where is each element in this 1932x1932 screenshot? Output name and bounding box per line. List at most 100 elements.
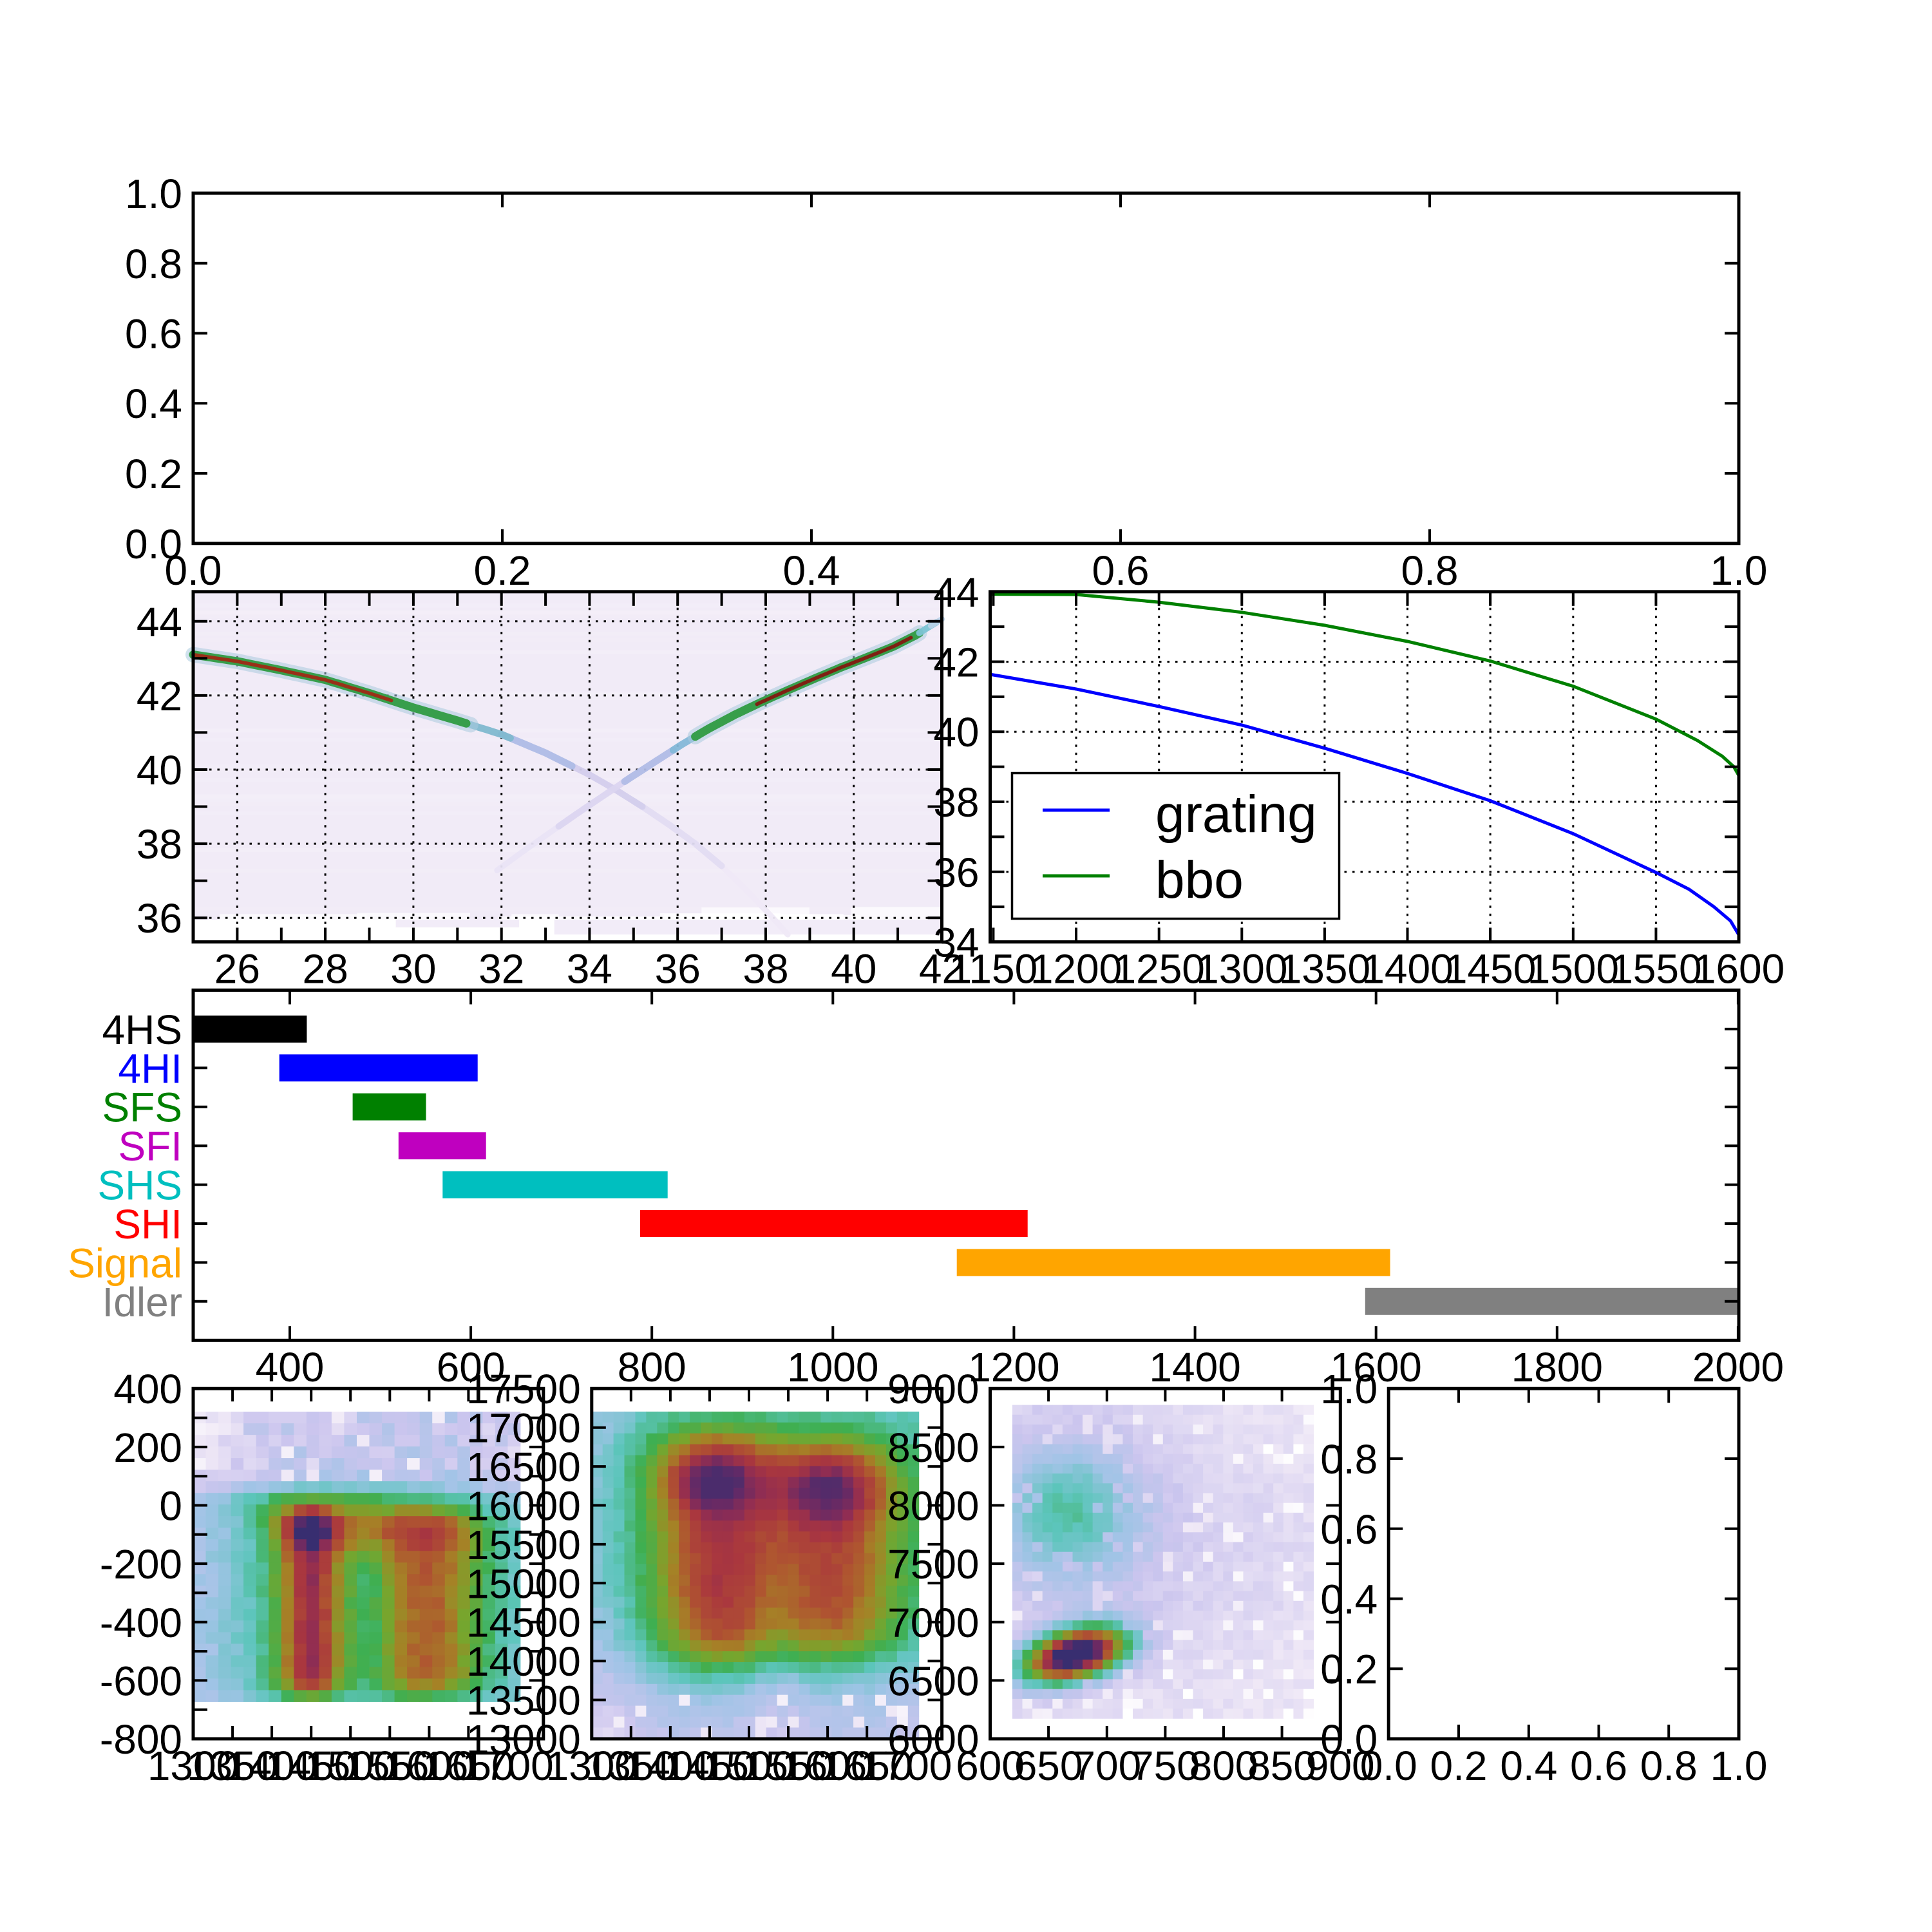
svg-text:40: 40: [933, 709, 979, 755]
svg-text:1350: 1350: [187, 1743, 278, 1789]
svg-text:26: 26: [214, 946, 260, 992]
svg-text:0.2: 0.2: [1320, 1646, 1378, 1692]
svg-text:1350: 1350: [1279, 946, 1370, 992]
svg-text:0.4: 0.4: [125, 381, 182, 427]
svg-text:13500: 13500: [466, 1678, 581, 1724]
svg-text:400: 400: [256, 1344, 325, 1390]
svg-text:1.0: 1.0: [1710, 547, 1768, 594]
svg-text:650: 650: [1014, 1743, 1083, 1789]
svg-text:1300: 1300: [147, 1743, 239, 1789]
svg-text:1000: 1000: [787, 1344, 878, 1390]
svg-text:28: 28: [303, 946, 348, 992]
svg-text:1650: 1650: [422, 1743, 514, 1789]
svg-text:36: 36: [933, 849, 979, 896]
svg-text:0.2: 0.2: [1430, 1743, 1488, 1789]
svg-text:7000: 7000: [887, 1600, 979, 1646]
svg-text:1500: 1500: [305, 1743, 396, 1789]
svg-text:42: 42: [933, 639, 979, 686]
svg-text:SFI: SFI: [118, 1123, 182, 1170]
svg-text:14500: 14500: [466, 1600, 581, 1646]
svg-text:0.0: 0.0: [125, 521, 182, 567]
svg-text:0.8: 0.8: [1320, 1436, 1378, 1482]
svg-text:0.4: 0.4: [1500, 1743, 1557, 1789]
svg-text:1400: 1400: [1149, 1344, 1240, 1390]
svg-text:0.0: 0.0: [1360, 1743, 1417, 1789]
svg-text:-400: -400: [100, 1600, 182, 1646]
svg-text:1.0: 1.0: [1320, 1366, 1378, 1412]
svg-text:38: 38: [137, 821, 182, 867]
svg-text:-600: -600: [100, 1658, 182, 1704]
svg-text:8000: 8000: [887, 1483, 979, 1530]
svg-text:17000: 17000: [466, 1405, 581, 1452]
svg-text:1400: 1400: [1361, 946, 1453, 992]
svg-text:grating: grating: [1155, 785, 1317, 844]
svg-text:44: 44: [933, 569, 979, 616]
svg-text:34: 34: [933, 920, 979, 966]
svg-text:0.6: 0.6: [1570, 1743, 1627, 1789]
svg-text:1700: 1700: [860, 1743, 952, 1789]
svg-text:400: 400: [113, 1366, 182, 1412]
svg-text:0.4: 0.4: [1320, 1577, 1378, 1623]
svg-text:800: 800: [1189, 1743, 1258, 1789]
svg-text:7500: 7500: [887, 1541, 979, 1587]
svg-text:bbo: bbo: [1155, 851, 1244, 909]
svg-text:1550: 1550: [743, 1743, 834, 1789]
svg-text:1500: 1500: [703, 1743, 795, 1789]
svg-text:36: 36: [655, 946, 701, 992]
svg-text:SFS: SFS: [102, 1084, 182, 1131]
svg-text:38: 38: [933, 779, 979, 826]
svg-text:13000: 13000: [466, 1716, 581, 1763]
svg-text:15000: 15000: [466, 1560, 581, 1607]
svg-text:1400: 1400: [625, 1743, 716, 1789]
svg-text:17500: 17500: [466, 1366, 581, 1412]
svg-text:1300: 1300: [546, 1743, 638, 1789]
svg-text:0.8: 0.8: [125, 241, 182, 287]
svg-text:34: 34: [567, 946, 612, 992]
svg-text:0.4: 0.4: [783, 547, 840, 594]
svg-text:750: 750: [1131, 1743, 1200, 1789]
svg-text:-200: -200: [100, 1541, 182, 1587]
svg-text:1450: 1450: [664, 1743, 755, 1789]
svg-text:32: 32: [478, 946, 524, 992]
svg-text:600: 600: [437, 1344, 506, 1390]
svg-text:0.0: 0.0: [1320, 1716, 1378, 1763]
svg-text:1150: 1150: [949, 946, 1038, 992]
svg-text:0.2: 0.2: [125, 451, 182, 497]
svg-text:1600: 1600: [383, 1743, 475, 1789]
svg-text:1350: 1350: [585, 1743, 677, 1789]
svg-text:14000: 14000: [466, 1638, 581, 1685]
svg-text:1.0: 1.0: [1710, 1743, 1768, 1789]
svg-text:0.8: 0.8: [1640, 1743, 1698, 1789]
svg-text:Signal: Signal: [68, 1240, 182, 1286]
svg-text:16000: 16000: [466, 1483, 581, 1530]
svg-text:900: 900: [1306, 1743, 1375, 1789]
svg-text:4HI: 4HI: [118, 1045, 182, 1092]
svg-text:0.6: 0.6: [1320, 1506, 1378, 1553]
svg-text:1600: 1600: [1331, 1344, 1422, 1390]
svg-text:40: 40: [831, 946, 876, 992]
svg-text:30: 30: [390, 946, 436, 992]
svg-text:600: 600: [956, 1743, 1025, 1789]
svg-text:SHI: SHI: [113, 1201, 182, 1247]
svg-text:1600: 1600: [782, 1743, 873, 1789]
svg-text:1550: 1550: [1610, 946, 1701, 992]
svg-text:1450: 1450: [1444, 946, 1536, 992]
svg-text:1250: 1250: [1113, 946, 1205, 992]
svg-text:700: 700: [1072, 1743, 1141, 1789]
svg-text:850: 850: [1247, 1743, 1316, 1789]
svg-text:0.2: 0.2: [474, 547, 531, 594]
svg-text:4HS: 4HS: [102, 1007, 183, 1053]
svg-text:SHS: SHS: [97, 1162, 182, 1209]
svg-text:1.0: 1.0: [125, 171, 182, 217]
svg-text:0.0: 0.0: [165, 547, 222, 594]
svg-text:1400: 1400: [226, 1743, 317, 1789]
svg-text:36: 36: [137, 895, 182, 942]
svg-text:44: 44: [137, 599, 182, 645]
svg-text:0: 0: [159, 1483, 182, 1530]
svg-text:0.6: 0.6: [125, 311, 182, 357]
svg-text:200: 200: [113, 1425, 182, 1471]
svg-text:1650: 1650: [821, 1743, 913, 1789]
svg-text:1600: 1600: [1693, 946, 1785, 992]
svg-text:-800: -800: [100, 1716, 182, 1763]
svg-text:6500: 6500: [887, 1658, 979, 1704]
